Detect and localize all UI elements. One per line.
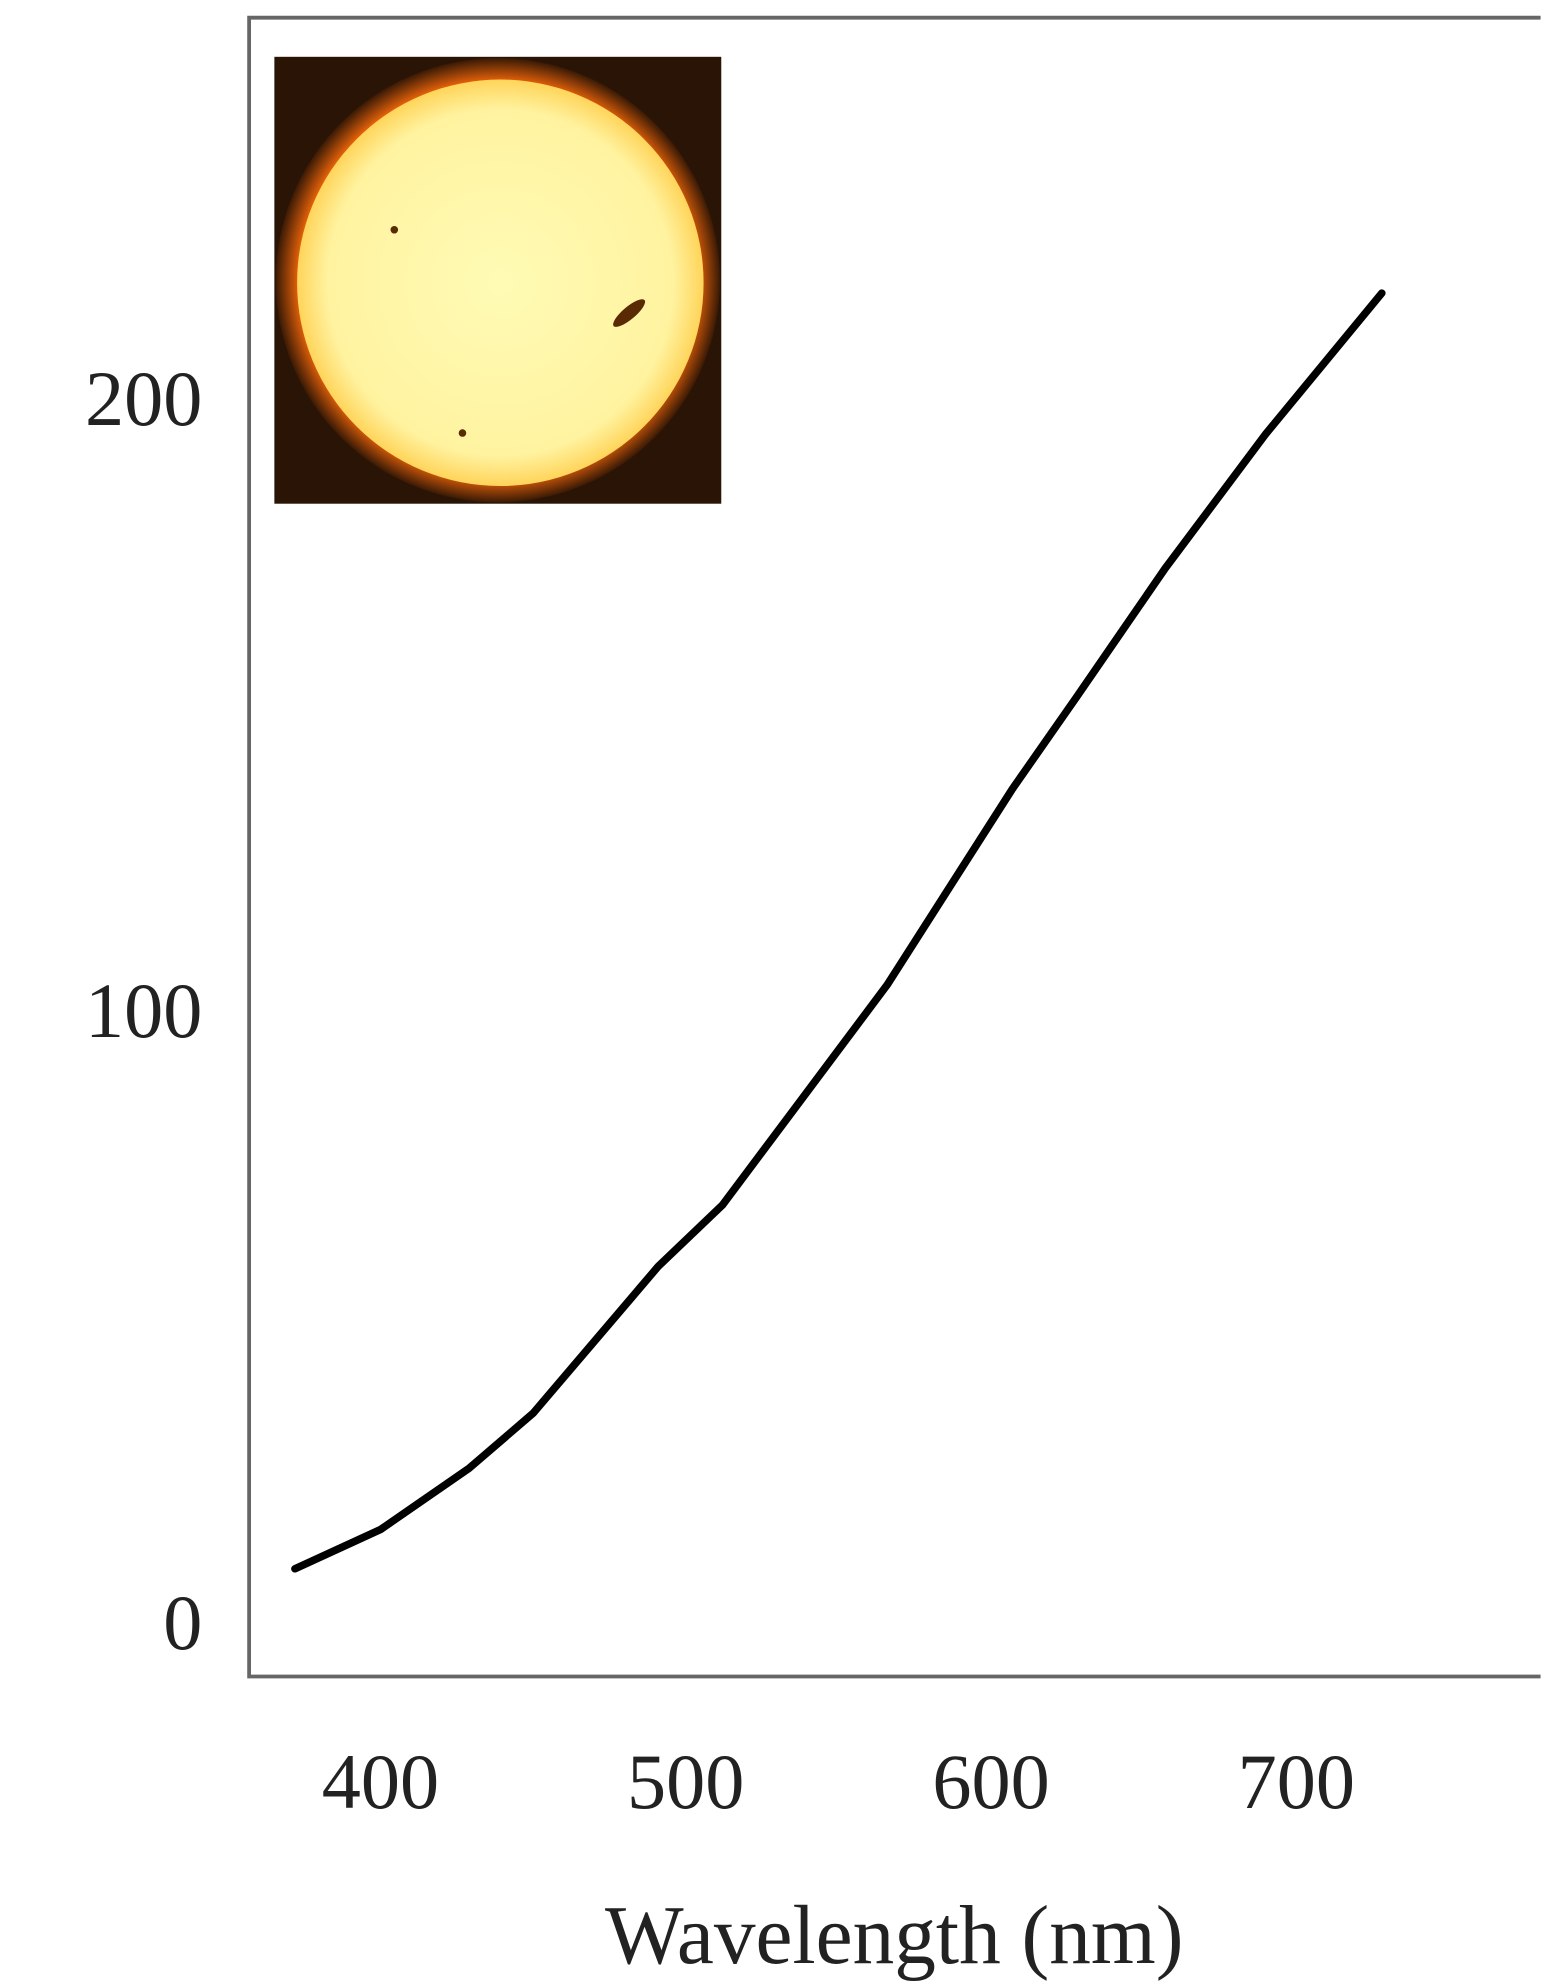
x-tick-label: 700 <box>1238 1738 1355 1825</box>
x-tick-label: 500 <box>627 1738 744 1825</box>
x-tick-label: 400 <box>322 1738 439 1825</box>
x-axis-label: Wavelength (nm) <box>605 1890 1183 1982</box>
sunspot <box>613 299 646 327</box>
axes <box>247 15 1541 1679</box>
y-tick-label: 200 <box>85 355 202 442</box>
plot-frame <box>247 15 1541 1679</box>
sunspot <box>390 225 399 234</box>
sun-disk <box>297 79 704 487</box>
sun-image <box>274 56 722 504</box>
x-tick-label: 600 <box>932 1738 1049 1825</box>
sunspot <box>458 429 467 437</box>
y-tick-label: 0 <box>163 1579 202 1666</box>
y-tick-label: 100 <box>85 967 202 1054</box>
line-series <box>291 289 1386 1573</box>
